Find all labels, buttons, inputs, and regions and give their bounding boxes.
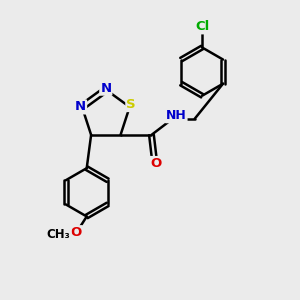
Text: O: O: [150, 157, 161, 170]
Text: NH: NH: [166, 109, 187, 122]
Text: Cl: Cl: [195, 20, 209, 33]
Text: S: S: [126, 98, 136, 111]
Text: CH₃: CH₃: [47, 228, 70, 241]
Text: O: O: [71, 226, 82, 239]
Text: N: N: [75, 100, 86, 113]
Text: N: N: [100, 82, 111, 95]
